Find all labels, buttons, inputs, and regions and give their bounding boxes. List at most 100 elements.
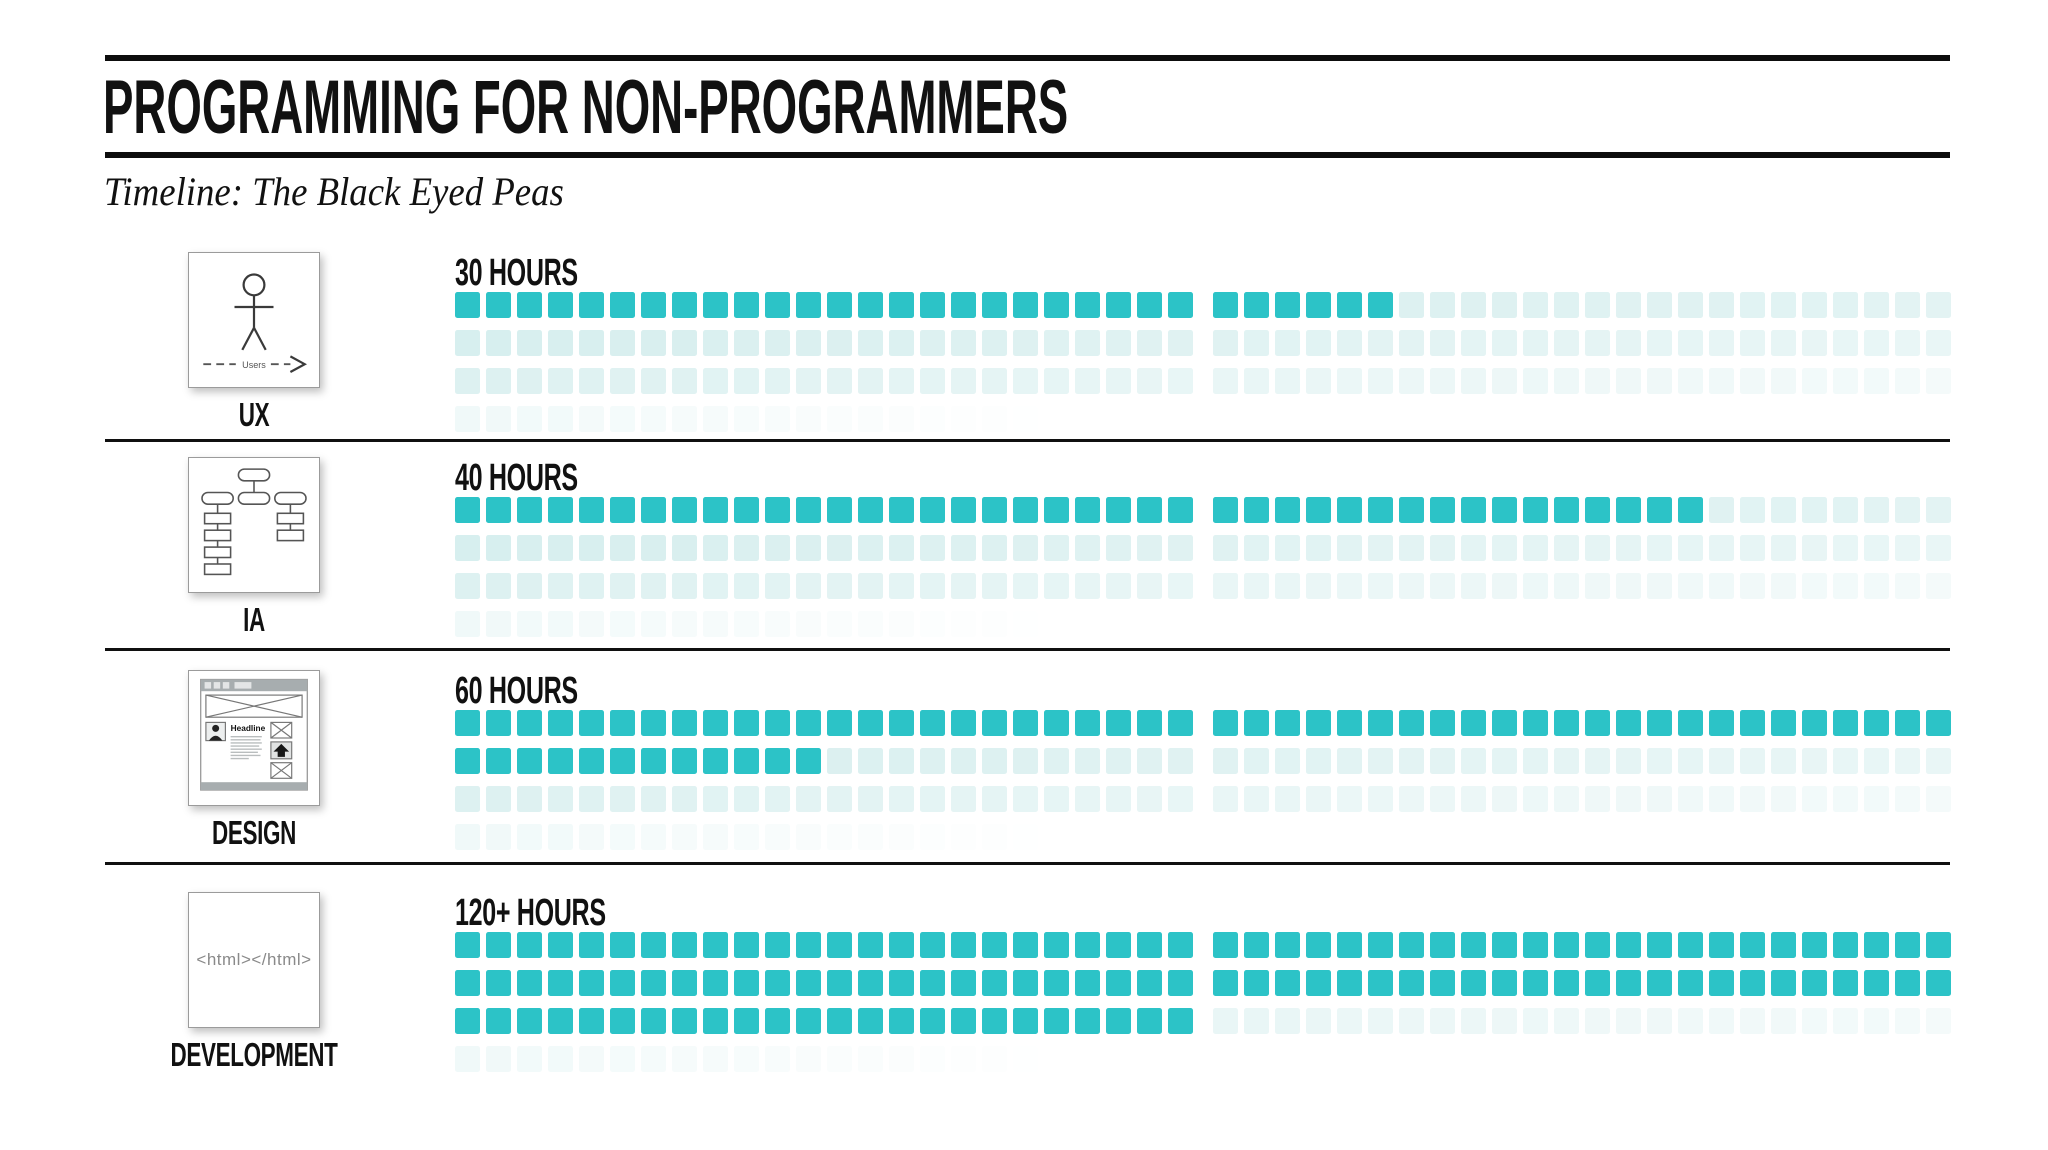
hour-square: [579, 573, 604, 599]
hour-square: [1864, 573, 1889, 599]
hour-square: [1461, 710, 1486, 736]
hour-square: [548, 824, 573, 850]
hour-square: [1895, 748, 1920, 774]
hour-square: [951, 824, 976, 850]
waffle-row: [455, 535, 1957, 561]
hour-square: [1399, 573, 1424, 599]
hour-square: [1833, 1046, 1858, 1072]
hour-square: [1771, 406, 1796, 432]
hour-square: [1864, 406, 1889, 432]
hour-square: [1647, 330, 1672, 356]
hour-square: [517, 786, 542, 812]
hour-square: [1616, 1046, 1641, 1072]
hour-square: [1399, 824, 1424, 850]
hour-square: [1044, 330, 1069, 356]
hour-square: [1337, 824, 1362, 850]
hour-square: [1275, 573, 1300, 599]
hour-square: [982, 406, 1007, 432]
hour-square: [1492, 786, 1517, 812]
hour-square: [1306, 1046, 1331, 1072]
hour-square: [1864, 970, 1889, 996]
hour-square: [455, 824, 480, 850]
hour-square: [951, 710, 976, 736]
hour-square: [1833, 497, 1858, 523]
section-design: Headline DESIGN 60: [0, 668, 2048, 873]
hour-square: [1430, 710, 1455, 736]
hour-square: [1306, 970, 1331, 996]
hour-square: [1368, 824, 1393, 850]
hour-square: [1168, 932, 1193, 958]
hour-square: [858, 330, 883, 356]
hour-square: [1368, 1008, 1393, 1034]
hour-square: [858, 292, 883, 318]
hour-square: [1213, 368, 1238, 394]
hour-square: [579, 748, 604, 774]
hour-square: [1461, 1046, 1486, 1072]
hour-square: [1137, 611, 1162, 637]
waffle-row: [455, 1046, 1957, 1072]
hour-square: [1461, 786, 1486, 812]
hour-square: [455, 368, 480, 394]
hour-square: [765, 573, 790, 599]
hour-square: [1106, 970, 1131, 996]
section-development: <html></html> DEVELOPMENT 120+ HOURS: [0, 890, 2048, 1095]
hour-square: [672, 573, 697, 599]
hour-square: [1168, 1008, 1193, 1034]
hour-square: [548, 497, 573, 523]
hour-square: [1337, 368, 1362, 394]
hour-square: [1430, 786, 1455, 812]
hour-square: [1368, 710, 1393, 736]
hour-square: [1585, 748, 1610, 774]
hour-square: [1275, 406, 1300, 432]
section-divider: [105, 439, 1950, 442]
hour-square: [827, 535, 852, 561]
hour-square: [610, 497, 635, 523]
hour-square: [1802, 824, 1827, 850]
hour-square: [1523, 330, 1548, 356]
hour-square: [1616, 292, 1641, 318]
hour-square: [1275, 970, 1300, 996]
hour-square: [1399, 970, 1424, 996]
hour-square: [1430, 292, 1455, 318]
hour-square: [951, 330, 976, 356]
hour-square: [517, 824, 542, 850]
hour-square: [672, 1046, 697, 1072]
hour-square: [517, 368, 542, 394]
hour-square: [920, 573, 945, 599]
hour-square: [1523, 748, 1548, 774]
hour-square: [1802, 1008, 1827, 1034]
hour-square: [734, 406, 759, 432]
hour-square: [1709, 748, 1734, 774]
hour-square: [455, 292, 480, 318]
hour-square: [1864, 611, 1889, 637]
hour-square: [1647, 497, 1672, 523]
hour-square: [1585, 710, 1610, 736]
hour-square: [1399, 710, 1424, 736]
hour-square: [610, 710, 635, 736]
hour-square: [858, 710, 883, 736]
hour-square: [1075, 786, 1100, 812]
hour-square: [1926, 330, 1951, 356]
hour-square: [1168, 497, 1193, 523]
hour-square: [610, 932, 635, 958]
hour-square: [1168, 786, 1193, 812]
hour-square: [1137, 406, 1162, 432]
hour-square: [920, 368, 945, 394]
hour-square: [1709, 611, 1734, 637]
hour-square: [951, 1046, 976, 1072]
hour-square: [1895, 611, 1920, 637]
hour-square: [1013, 292, 1038, 318]
hour-square: [827, 292, 852, 318]
hour-square: [672, 497, 697, 523]
hour-square: [858, 786, 883, 812]
hour-square: [1399, 497, 1424, 523]
hour-square: [889, 406, 914, 432]
hour-square: [1895, 292, 1920, 318]
hour-square: [765, 824, 790, 850]
hour-square: [1926, 970, 1951, 996]
hour-square: [1368, 748, 1393, 774]
hour-square: [1368, 292, 1393, 318]
hour-square: [920, 292, 945, 318]
hour-square: [1106, 497, 1131, 523]
hour-square: [1461, 748, 1486, 774]
